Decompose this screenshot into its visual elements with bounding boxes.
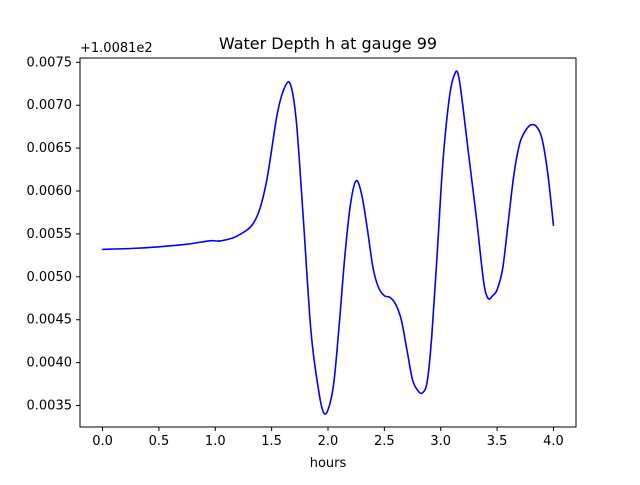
y-tick-label: 0.0050 xyxy=(27,270,73,285)
x-tick-label: 1.0 xyxy=(205,434,226,449)
y-tick-label: 0.0070 xyxy=(27,98,73,113)
y-tick-label: 0.0045 xyxy=(27,313,73,328)
y-tick-label: 0.0040 xyxy=(27,356,73,371)
chart-title: Water Depth h at gauge 99 xyxy=(219,34,437,53)
x-tick-label: 0.0 xyxy=(92,434,113,449)
y-tick-label: 0.0055 xyxy=(27,227,73,242)
y-axis: 0.0035 0.0040 0.0045 0.0050 0.0055 0.0060 0.00… xyxy=(27,55,80,414)
y-tick-label: 0.0035 xyxy=(27,399,73,414)
x-tick-label: 3.5 xyxy=(487,434,508,449)
x-tick-label: 3.0 xyxy=(430,434,451,449)
series-layer xyxy=(101,70,555,415)
x-axis-label: hours xyxy=(310,456,347,471)
y-tick-label: 0.0075 xyxy=(27,55,73,70)
x-axis: 0.0 0.5 1.0 1.5 2.0 2.5 3.0 3.5 4.0 xyxy=(92,427,564,449)
y-axis-offset-label: +1.0081e2 xyxy=(80,41,153,56)
x-tick-label: 4.0 xyxy=(543,434,564,449)
x-tick-label: 2.0 xyxy=(318,434,339,449)
y-tick-label: 0.0065 xyxy=(27,141,73,156)
x-tick-label: 0.5 xyxy=(149,434,170,449)
x-tick-label: 1.5 xyxy=(261,434,282,449)
x-tick-label: 2.5 xyxy=(374,434,395,449)
series-line-1 xyxy=(101,70,555,415)
y-tick-label: 0.0060 xyxy=(27,184,73,199)
